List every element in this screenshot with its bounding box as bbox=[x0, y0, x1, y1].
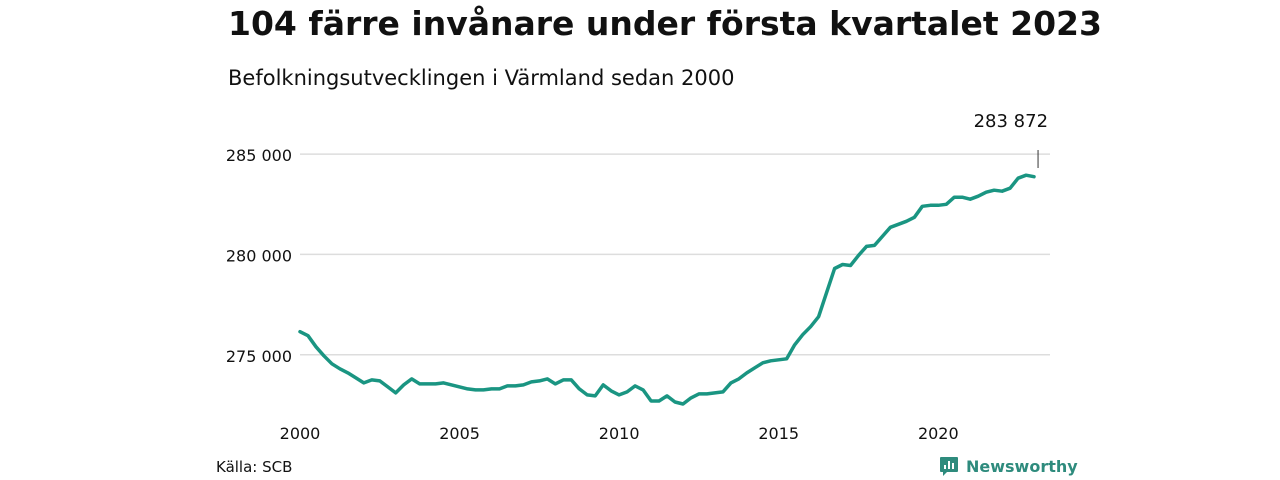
chart-title: 104 färre invånare under första kvartale… bbox=[228, 4, 1102, 43]
chart-subtitle: Befolkningsutvecklingen i Värmland sedan… bbox=[228, 66, 735, 90]
annotation-label: 283 872 bbox=[974, 111, 1048, 132]
brand-name: Newsworthy bbox=[966, 456, 1078, 476]
x-tick-label: 2015 bbox=[758, 424, 799, 443]
x-tick-label: 2010 bbox=[599, 424, 640, 443]
x-tick-label: 2000 bbox=[280, 424, 321, 443]
y-tick-label: 275 000 bbox=[226, 347, 292, 366]
brand-logo: Newsworthy bbox=[938, 455, 1078, 477]
x-tick-label: 2005 bbox=[439, 424, 480, 443]
newsworthy-logo-icon bbox=[940, 457, 958, 476]
x-tick-label: 2020 bbox=[918, 424, 959, 443]
source-label: Källa: SCB bbox=[216, 458, 293, 476]
y-tick-label: 285 000 bbox=[226, 146, 292, 165]
y-tick-label: 280 000 bbox=[226, 246, 292, 265]
series-line bbox=[298, 173, 1036, 406]
